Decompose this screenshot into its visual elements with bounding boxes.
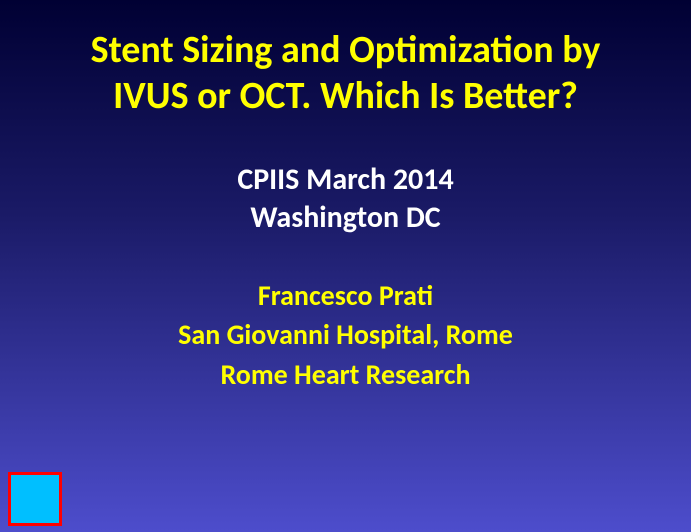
author-name: Francesco Prati	[178, 276, 513, 315]
title-line-2: IVUS or OCT. Which Is Better?	[113, 73, 578, 119]
presentation-slide: Stent Sizing and Optimization by IVUS or…	[0, 0, 691, 532]
author-affiliation-1: San Giovanni Hospital, Rome	[178, 315, 513, 354]
subtitle-line-2: Washington DC	[250, 199, 440, 236]
slide-title: Stent Sizing and Optimization by IVUS or…	[61, 28, 631, 119]
author-affiliation-2: Rome Heart Research	[178, 355, 513, 394]
slide-subtitle: CPIIS March 2014 Washington DC	[237, 161, 453, 236]
corner-decoration-box	[8, 472, 62, 526]
subtitle-line-1: CPIIS March 2014	[237, 161, 453, 198]
title-line-1: Stent Sizing and Optimization by	[91, 27, 601, 73]
author-block: Francesco Prati San Giovanni Hospital, R…	[178, 276, 513, 394]
